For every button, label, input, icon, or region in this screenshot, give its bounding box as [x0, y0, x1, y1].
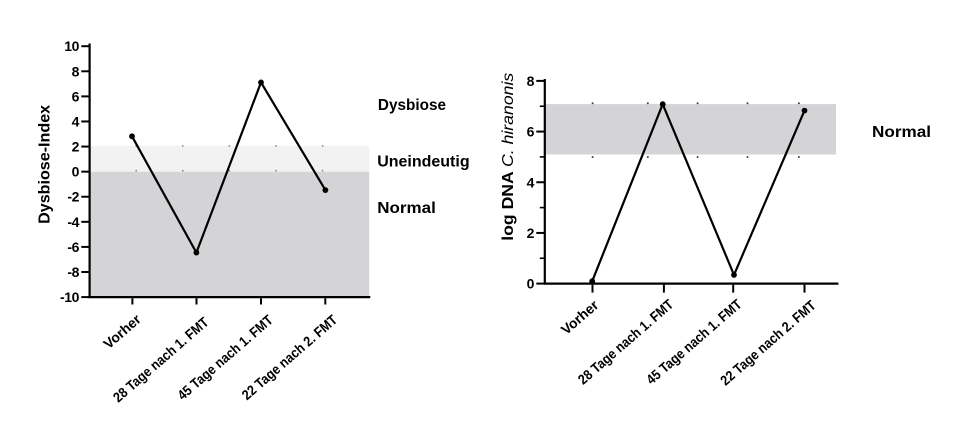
svg-text:8: 8: [72, 63, 80, 79]
svg-text:0: 0: [72, 164, 80, 180]
svg-text:-2: -2: [67, 189, 79, 205]
svg-text:Dysbiose-Index: Dysbiose-Index: [37, 105, 54, 224]
svg-text:2: 2: [527, 225, 535, 241]
svg-text:-4: -4: [67, 214, 79, 230]
svg-text:-10: -10: [60, 289, 80, 305]
svg-text:-6: -6: [67, 239, 79, 255]
svg-text:-8: -8: [67, 264, 79, 280]
svg-text:4: 4: [527, 174, 535, 190]
svg-text:Uneindeutig: Uneindeutig: [377, 154, 469, 171]
svg-text:Dysbiose: Dysbiose: [378, 97, 446, 114]
svg-text:0: 0: [527, 276, 535, 292]
svg-text:8: 8: [527, 73, 535, 89]
svg-text:10: 10: [64, 38, 79, 54]
svg-text:log DNA C. hiranonis: log DNA C. hiranonis: [500, 73, 517, 241]
svg-text:6: 6: [72, 88, 80, 104]
svg-text:2: 2: [72, 139, 80, 155]
svg-text:Normal: Normal: [872, 124, 931, 141]
svg-text:4: 4: [72, 113, 80, 129]
svg-text:6: 6: [527, 124, 535, 140]
svg-text:Normal: Normal: [377, 200, 436, 217]
